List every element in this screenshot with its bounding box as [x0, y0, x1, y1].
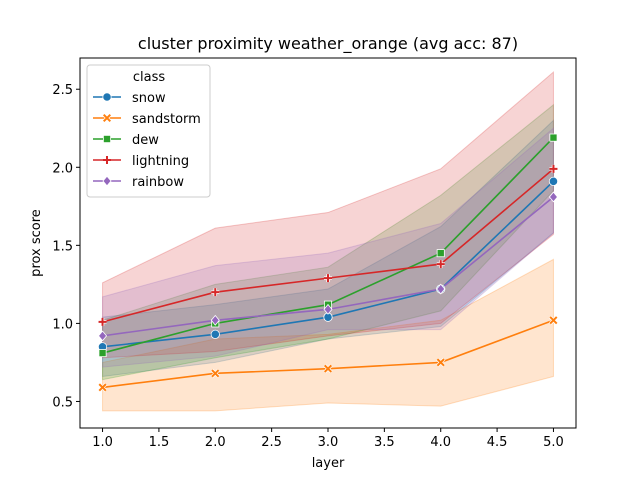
y-tick-label: 2.5 — [52, 83, 73, 98]
point-sandstorm — [436, 357, 446, 367]
legend-item-dew: dew — [93, 133, 159, 148]
x-axis-ticks: 1.0 1.5 2.0 2.5 3.0 3.5 4.0 4.5 5.0 — [92, 428, 564, 450]
point-rainbow — [210, 314, 220, 326]
x-tick-label: 3.5 — [374, 435, 395, 450]
x-tick-label: 4.0 — [430, 435, 451, 450]
x-axis-label: layer — [312, 456, 345, 471]
band-snow — [102, 119, 554, 378]
legend-label: lightning — [132, 154, 189, 169]
point-lightning — [211, 288, 220, 297]
legend-item-rainbow: rainbow — [93, 175, 184, 190]
x-tick-label: 2.0 — [205, 435, 226, 450]
series-markers — [97, 133, 559, 392]
point-sandstorm — [548, 315, 558, 325]
point-snow — [548, 176, 559, 186]
legend-item-sandstorm: sandstorm — [93, 112, 201, 127]
point-rainbow — [323, 303, 333, 315]
x-tick-label: 2.5 — [261, 435, 282, 450]
point-rainbow — [548, 191, 558, 203]
x-tick-label: 5.0 — [543, 435, 564, 450]
legend-marker — [102, 92, 112, 102]
y-tick-label: 1.0 — [52, 317, 73, 332]
band-rainbow — [102, 127, 554, 368]
point-lightning — [436, 260, 445, 269]
band-dew — [102, 103, 554, 381]
legend-item-lightning: lightning — [93, 154, 189, 169]
point-sandstorm — [323, 364, 333, 374]
y-tick-label: 2.0 — [52, 161, 73, 176]
point-lightning — [324, 274, 332, 283]
legend-label: rainbow — [132, 175, 184, 190]
legend-items: snow sandstorm dew lightning rainbow — [93, 91, 201, 190]
point-sandstorm — [210, 368, 220, 378]
legend-box — [86, 64, 211, 198]
x-tick-label: 1.0 — [92, 435, 113, 450]
legend-label: dew — [132, 133, 159, 148]
point-dew — [436, 249, 445, 258]
legend-item-snow: snow — [93, 91, 166, 106]
point-rainbow — [98, 330, 108, 342]
chart-title: cluster proximity weather_orange (avg ac… — [138, 34, 518, 54]
y-axis-label: prox score — [29, 209, 44, 277]
point-dew — [549, 133, 558, 142]
legend-marker — [102, 113, 112, 123]
point-lightning — [98, 317, 107, 326]
legend: class snow sandstorm dew lightning rainbow — [86, 64, 211, 198]
x-tick-label: 4.5 — [487, 435, 508, 450]
x-tick-label: 1.5 — [149, 435, 170, 450]
legend-marker — [103, 134, 112, 143]
legend-marker — [102, 175, 112, 187]
point-rainbow — [436, 283, 446, 295]
legend-label: sandstorm — [132, 112, 201, 127]
point-snow — [210, 329, 220, 339]
y-tick-label: 1.5 — [52, 239, 73, 254]
x-tick-label: 3.0 — [318, 435, 339, 450]
legend-title: class — [133, 70, 165, 85]
y-tick-label: 0.5 — [52, 395, 73, 410]
y-axis-ticks: 0.5 1.0 1.5 2.0 2.5 — [52, 83, 80, 410]
point-sandstorm — [98, 382, 108, 392]
legend-label: snow — [132, 91, 166, 106]
point-lightning — [549, 164, 558, 173]
point-dew — [98, 349, 107, 358]
legend-marker — [103, 156, 111, 164]
